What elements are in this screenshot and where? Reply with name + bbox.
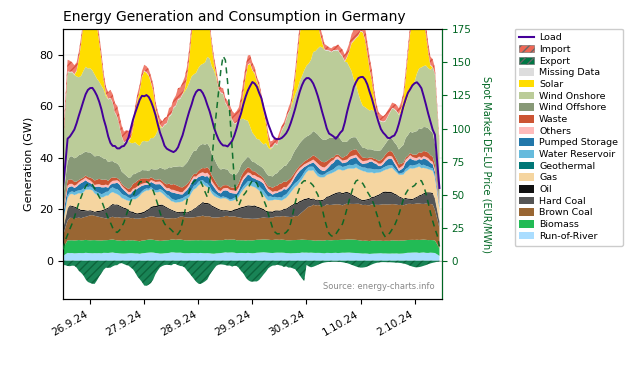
Text: Source: energy-charts.info: Source: energy-charts.info	[322, 282, 434, 291]
Y-axis label: Spot Market DE-LU Price (EUR/MWh): Spot Market DE-LU Price (EUR/MWh)	[481, 76, 491, 253]
Y-axis label: Generation (GW): Generation (GW)	[24, 117, 33, 211]
Text: Energy Generation and Consumption in Germany: Energy Generation and Consumption in Ger…	[63, 10, 406, 24]
Legend: Load, Import, Export, Missing Data, Solar, Wind Onshore, Wind Offshore, Waste, O: Load, Import, Export, Missing Data, Sola…	[514, 28, 623, 246]
